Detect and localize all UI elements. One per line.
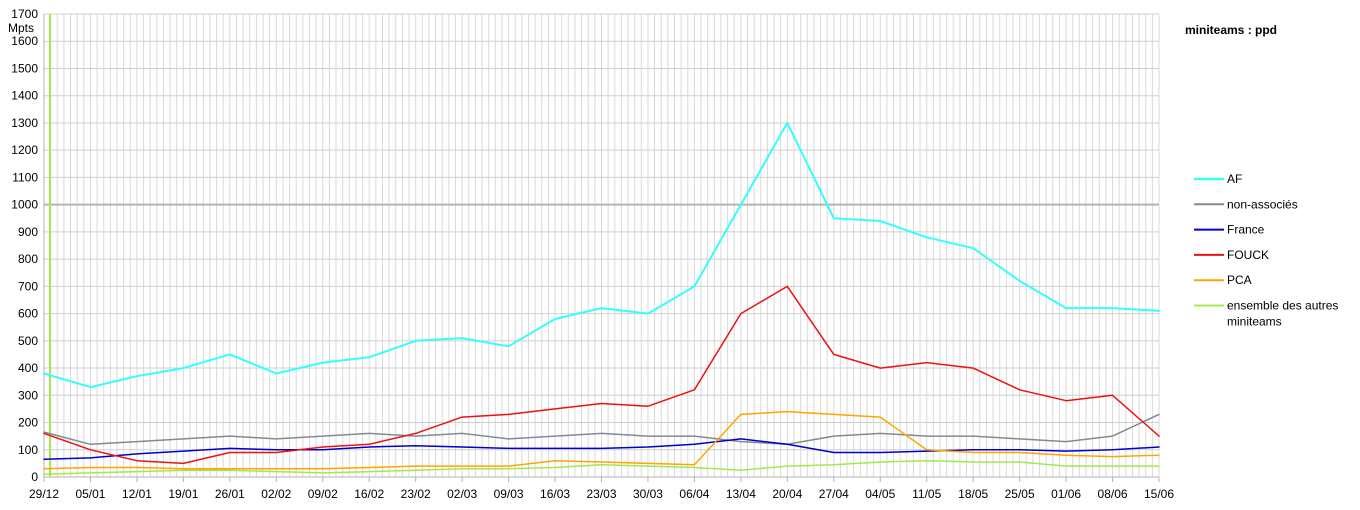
- x-tick-label: 23/03: [586, 487, 616, 501]
- y-tick-label: 300: [18, 388, 38, 402]
- series-line: [43, 410, 1160, 470]
- x-tick-label: 08/06: [1098, 487, 1128, 501]
- x-axis-ticks: 29/12 05/01 12/01 19/01 26/01 02/02 09/02 16/02…: [29, 477, 1174, 501]
- y-axis-label: Mpts: [8, 21, 34, 35]
- x-tick-label: 27/04: [819, 487, 849, 501]
- x-tick-label: 06/04: [679, 487, 709, 501]
- x-tick-label: 01/06: [1051, 487, 1081, 501]
- x-tick-label: 12/01: [122, 487, 152, 501]
- y-tick-label: 1500: [11, 61, 38, 75]
- x-tick-label: 25/05: [1005, 487, 1035, 501]
- chart-title: miniteams : ppd: [1185, 23, 1277, 37]
- legend-label-continued: miniteams: [1227, 315, 1282, 329]
- x-tick-label: 16/03: [540, 487, 570, 501]
- series-line: [43, 121, 1160, 389]
- x-tick-label: 13/04: [726, 487, 756, 501]
- legend: AF non-associés France FOUCK PCA ensemble des…: [1194, 172, 1338, 329]
- legend-label: non-associés: [1227, 197, 1298, 211]
- grid-lines: [43, 13, 1160, 478]
- legend-label: FOUCK: [1227, 248, 1269, 262]
- x-tick-label: 23/02: [401, 487, 431, 501]
- series-lines: [43, 121, 1160, 476]
- x-tick-label: 18/05: [958, 487, 988, 501]
- x-tick-label: 20/04: [772, 487, 802, 501]
- legend-label: PCA: [1227, 273, 1252, 287]
- x-tick-label: 26/01: [215, 487, 245, 501]
- y-tick-label: 0: [31, 470, 38, 484]
- series-line: [43, 438, 1160, 461]
- x-tick-label: 04/05: [865, 487, 895, 501]
- legend-label: AF: [1227, 172, 1242, 186]
- x-tick-label: 19/01: [168, 487, 198, 501]
- y-tick-label: 900: [18, 225, 38, 239]
- y-tick-label: 700: [18, 279, 38, 293]
- y-tick-label: 400: [18, 361, 38, 375]
- x-tick-label: 02/02: [261, 487, 291, 501]
- y-tick-label: 1300: [11, 116, 38, 130]
- y-tick-label: 1000: [11, 198, 38, 212]
- x-tick-label: 09/03: [494, 487, 524, 501]
- legend-label: France: [1227, 223, 1265, 237]
- y-tick-label: 1700: [11, 7, 38, 21]
- x-tick-label: 30/03: [633, 487, 663, 501]
- y-tick-label: 1400: [11, 89, 38, 103]
- y-tick-label: 800: [18, 252, 38, 266]
- legend-label: ensemble des autres: [1227, 299, 1338, 313]
- y-tick-label: 1100: [12, 170, 38, 184]
- y-tick-label: 600: [18, 307, 38, 321]
- x-tick-label: 05/01: [75, 487, 105, 501]
- x-tick-label: 16/02: [354, 487, 384, 501]
- y-axis-ticks: 0 100 200 300 400 500 600 700 800 900 1000 1100 1200…: [11, 7, 38, 484]
- x-tick-label: 29/12: [29, 487, 59, 501]
- series-line: [43, 459, 1160, 476]
- y-tick-label: 500: [18, 334, 38, 348]
- series-line: [43, 285, 1160, 465]
- x-tick-label: 11/05: [912, 487, 941, 501]
- y-tick-label: 100: [18, 443, 38, 457]
- x-tick-label: 02/03: [447, 487, 477, 501]
- y-tick-label: 200: [18, 416, 38, 430]
- y-tick-label: 1600: [11, 34, 38, 48]
- series-line: [43, 413, 1160, 446]
- y-tick-label: 1200: [11, 143, 38, 157]
- x-tick-label: 15/06: [1144, 487, 1174, 501]
- x-tick-label: 09/02: [308, 487, 338, 501]
